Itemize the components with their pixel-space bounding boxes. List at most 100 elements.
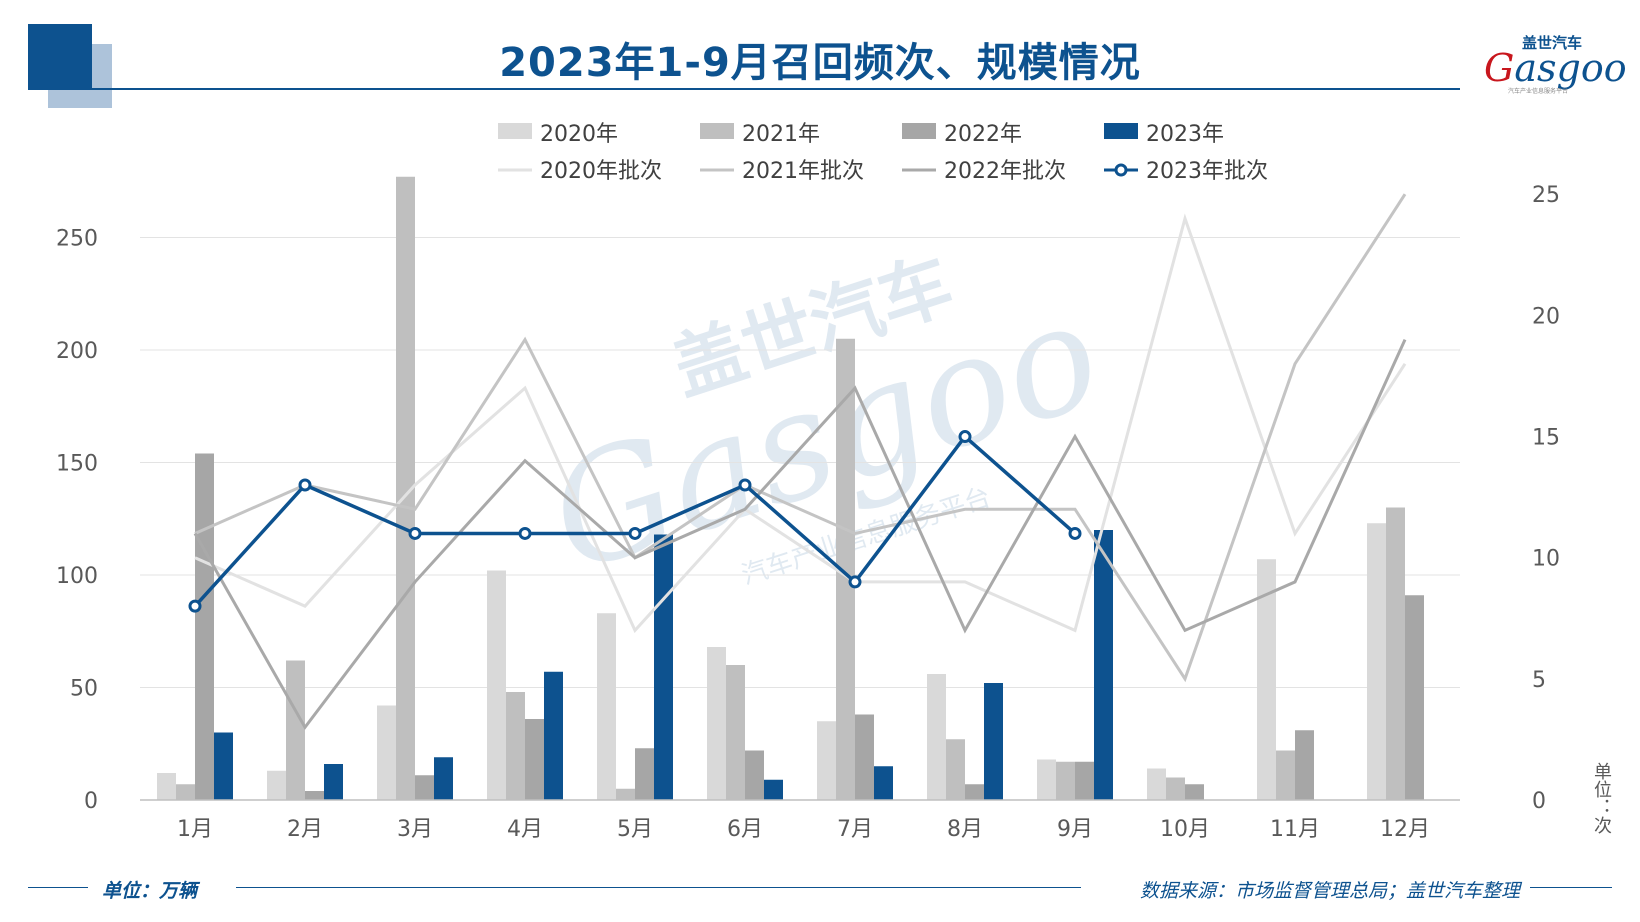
point-2023年批次 bbox=[848, 575, 862, 589]
y-left-tick-label: 0 bbox=[84, 789, 98, 814]
bar-2020年 bbox=[1147, 768, 1166, 800]
bar-2021年 bbox=[946, 739, 965, 800]
bar-2023年 bbox=[764, 779, 783, 800]
bar-2021年 bbox=[616, 788, 635, 800]
title-decoration-dark bbox=[28, 24, 92, 88]
bar-2023年 bbox=[654, 534, 673, 800]
legend-label: 2020年 bbox=[540, 122, 618, 147]
legend-swatch bbox=[700, 123, 734, 139]
footer-line-left bbox=[28, 887, 88, 888]
title-rule bbox=[28, 88, 1460, 90]
bar-2022年 bbox=[415, 775, 434, 800]
bar-2022年 bbox=[965, 784, 984, 800]
legend-marker bbox=[1114, 163, 1128, 177]
legend-swatch bbox=[1104, 123, 1138, 139]
bar-2022年 bbox=[855, 714, 874, 800]
bar-2020年 bbox=[1367, 523, 1386, 800]
bar-2021年 bbox=[1056, 761, 1075, 800]
bar-2022年 bbox=[195, 453, 214, 800]
legend-label: 2023年批次 bbox=[1146, 159, 1268, 184]
bar-2020年 bbox=[1037, 759, 1056, 800]
point-2023年批次 bbox=[408, 526, 422, 540]
unit-label: 单位：万辆 bbox=[102, 880, 198, 902]
bar-2022年 bbox=[1295, 730, 1314, 800]
bar-2022年 bbox=[635, 748, 654, 800]
bar-2020年 bbox=[487, 570, 506, 800]
x-tick-label: 11月 bbox=[1270, 817, 1320, 842]
logo-english: Gasgoo bbox=[1484, 46, 1627, 90]
x-tick-label: 2月 bbox=[287, 817, 323, 842]
legend-swatch bbox=[498, 123, 532, 139]
bar-2021年 bbox=[1166, 777, 1185, 800]
logo-chinese: 盖世汽车 bbox=[1522, 34, 1583, 52]
legend-label: 2020年批次 bbox=[540, 159, 662, 184]
bar-2020年 bbox=[267, 770, 286, 800]
bar-2021年 bbox=[1276, 750, 1295, 800]
y-right-tick-label: 20 bbox=[1532, 304, 1560, 329]
x-tick-label: 8月 bbox=[947, 817, 983, 842]
bar-2022年 bbox=[525, 719, 544, 800]
y-left-tick-label: 200 bbox=[56, 339, 98, 364]
point-2023年批次 bbox=[518, 526, 532, 540]
x-tick-label: 10月 bbox=[1160, 817, 1210, 842]
footer-line-middle bbox=[236, 887, 1081, 888]
logo-subtitle: 汽车产业信息服务平台 bbox=[1508, 88, 1569, 95]
y-right-tick-label: 10 bbox=[1532, 547, 1560, 572]
y-left-tick-label: 50 bbox=[70, 677, 98, 702]
bar-2023年 bbox=[874, 766, 893, 800]
x-tick-label: 4月 bbox=[507, 817, 543, 842]
gasgoo-logo: 盖世汽车 Gasgoo 汽车产业信息服务平台 bbox=[1470, 30, 1627, 100]
y-right-tick-label: 25 bbox=[1532, 183, 1560, 208]
point-2023年批次 bbox=[188, 599, 202, 613]
bar-2022年 bbox=[305, 791, 324, 800]
y-left-tick-label: 150 bbox=[56, 452, 98, 477]
x-tick-label: 7月 bbox=[837, 817, 873, 842]
legend-label: 2021年 bbox=[742, 122, 820, 147]
right-axis-unit: 单位：次 bbox=[1591, 762, 1612, 834]
bar-2020年 bbox=[597, 613, 616, 800]
y-left-tick-label: 100 bbox=[56, 564, 98, 589]
point-2023年批次 bbox=[958, 430, 972, 444]
bar-2020年 bbox=[817, 721, 836, 800]
legend-label: 2022年 bbox=[944, 122, 1022, 147]
point-2023年批次 bbox=[628, 526, 642, 540]
point-2023年批次 bbox=[738, 478, 752, 492]
x-tick-label: 12月 bbox=[1380, 817, 1430, 842]
bar-2021年 bbox=[1386, 507, 1405, 800]
x-tick-label: 6月 bbox=[727, 817, 763, 842]
bar-2022年 bbox=[745, 750, 764, 800]
bar-2021年 bbox=[836, 338, 855, 800]
bar-2023年 bbox=[1094, 530, 1113, 800]
legend-label: 2022年批次 bbox=[944, 159, 1066, 184]
bar-2020年 bbox=[157, 773, 176, 800]
x-tick-label: 1月 bbox=[177, 817, 213, 842]
legend-swatch bbox=[902, 123, 936, 139]
bar-2021年 bbox=[726, 665, 745, 800]
point-2023年批次 bbox=[298, 478, 312, 492]
footer-line-right bbox=[1530, 887, 1612, 888]
point-2023年批次 bbox=[1068, 526, 1082, 540]
x-tick-label: 5月 bbox=[617, 817, 653, 842]
bar-2022年 bbox=[1185, 784, 1204, 800]
legend-label: 2023年 bbox=[1146, 122, 1224, 147]
legend-label: 2021年批次 bbox=[742, 159, 864, 184]
source-label: 数据来源：市场监督管理总局；盖世汽车整理 bbox=[1139, 880, 1520, 902]
bar-2021年 bbox=[286, 660, 305, 800]
bar-2020年 bbox=[707, 647, 726, 800]
bar-2023年 bbox=[544, 671, 563, 800]
y-right-tick-label: 15 bbox=[1532, 426, 1560, 451]
chart-title: 2023年1-9月召回频次、规模情况 bbox=[499, 40, 1141, 86]
bar-2021年 bbox=[176, 784, 195, 800]
x-tick-label: 9月 bbox=[1057, 817, 1093, 842]
bar-2020年 bbox=[1257, 559, 1276, 800]
line-2022年批次 bbox=[193, 338, 1407, 731]
bar-2021年 bbox=[506, 692, 525, 800]
y-right-tick-label: 5 bbox=[1532, 668, 1546, 693]
bar-2023年 bbox=[984, 683, 1003, 800]
bar-2023年 bbox=[214, 732, 233, 800]
bar-2023年 bbox=[434, 757, 453, 800]
line-2021年批次 bbox=[194, 193, 1407, 683]
bar-2020年 bbox=[927, 674, 946, 800]
bar-2021年 bbox=[396, 176, 415, 800]
